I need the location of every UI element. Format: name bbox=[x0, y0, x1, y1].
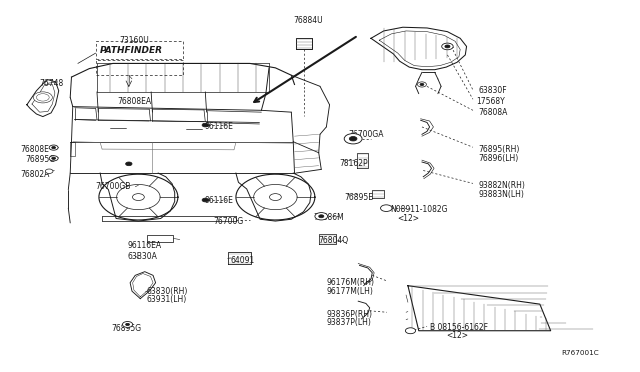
Circle shape bbox=[315, 212, 328, 220]
Circle shape bbox=[405, 328, 415, 334]
Text: 96116EA: 96116EA bbox=[127, 241, 162, 250]
Text: 93882N(RH): 93882N(RH) bbox=[478, 181, 525, 190]
Circle shape bbox=[122, 321, 132, 327]
Text: PATHFINDER: PATHFINDER bbox=[100, 46, 163, 55]
Circle shape bbox=[381, 205, 392, 211]
Circle shape bbox=[49, 145, 58, 150]
Text: 96116E: 96116E bbox=[204, 122, 233, 131]
Circle shape bbox=[442, 43, 453, 50]
Circle shape bbox=[132, 194, 144, 201]
Circle shape bbox=[52, 147, 56, 149]
Text: 96116E: 96116E bbox=[204, 196, 233, 205]
Text: 93836P(RH): 93836P(RH) bbox=[326, 310, 372, 319]
Text: R767001C: R767001C bbox=[561, 350, 598, 356]
Text: 76700G: 76700G bbox=[213, 217, 243, 225]
Text: 17568Y: 17568Y bbox=[476, 97, 505, 106]
Circle shape bbox=[52, 157, 56, 160]
Text: 96176M(RH): 96176M(RH) bbox=[326, 278, 374, 287]
Circle shape bbox=[344, 134, 362, 144]
Circle shape bbox=[319, 215, 324, 218]
Text: 76808A: 76808A bbox=[478, 108, 508, 117]
Text: B 08156-6162F: B 08156-6162F bbox=[429, 323, 488, 331]
Text: 76808E: 76808E bbox=[20, 145, 49, 154]
Circle shape bbox=[125, 323, 129, 326]
Text: 76700GA: 76700GA bbox=[349, 130, 384, 139]
Text: 76896(LH): 76896(LH) bbox=[478, 154, 518, 163]
Text: 76700GB: 76700GB bbox=[96, 182, 131, 191]
Text: N: N bbox=[384, 206, 388, 211]
Text: N08911-1082G: N08911-1082G bbox=[390, 205, 447, 215]
Text: 76884U: 76884U bbox=[293, 16, 323, 25]
Circle shape bbox=[125, 162, 132, 166]
Circle shape bbox=[49, 156, 58, 161]
Text: 76895(RH): 76895(RH) bbox=[478, 145, 520, 154]
Text: 63830(RH): 63830(RH) bbox=[147, 287, 188, 296]
Circle shape bbox=[417, 82, 426, 87]
Text: 76895G: 76895G bbox=[26, 155, 56, 164]
Text: 93883N(LH): 93883N(LH) bbox=[478, 190, 524, 199]
Circle shape bbox=[202, 198, 209, 202]
Text: 96177M(LH): 96177M(LH) bbox=[326, 287, 373, 296]
Text: 63B30A: 63B30A bbox=[127, 252, 157, 262]
Text: <12>: <12> bbox=[397, 214, 420, 223]
Text: 63931(LH): 63931(LH) bbox=[147, 295, 187, 304]
Circle shape bbox=[349, 137, 357, 141]
Text: 76895G: 76895G bbox=[111, 324, 141, 333]
Text: 63830F: 63830F bbox=[478, 86, 507, 95]
Text: 76802A: 76802A bbox=[20, 170, 50, 179]
Text: 64091: 64091 bbox=[231, 256, 255, 265]
Text: 76748: 76748 bbox=[40, 79, 64, 88]
Circle shape bbox=[445, 45, 450, 48]
Text: 76895E: 76895E bbox=[344, 193, 373, 202]
Text: 76804Q: 76804Q bbox=[318, 236, 348, 245]
Circle shape bbox=[420, 83, 424, 86]
Text: B: B bbox=[406, 328, 411, 333]
Text: 78162P: 78162P bbox=[339, 159, 368, 169]
Circle shape bbox=[33, 92, 52, 103]
Circle shape bbox=[36, 94, 49, 101]
Text: 76808EA: 76808EA bbox=[117, 97, 152, 106]
Circle shape bbox=[45, 169, 53, 173]
Circle shape bbox=[202, 123, 209, 127]
Text: 76886M: 76886M bbox=[314, 213, 344, 222]
Text: 93837P(LH): 93837P(LH) bbox=[326, 318, 371, 327]
Circle shape bbox=[269, 194, 282, 201]
Text: <12>: <12> bbox=[446, 331, 468, 340]
Text: 73160U: 73160U bbox=[119, 36, 149, 45]
